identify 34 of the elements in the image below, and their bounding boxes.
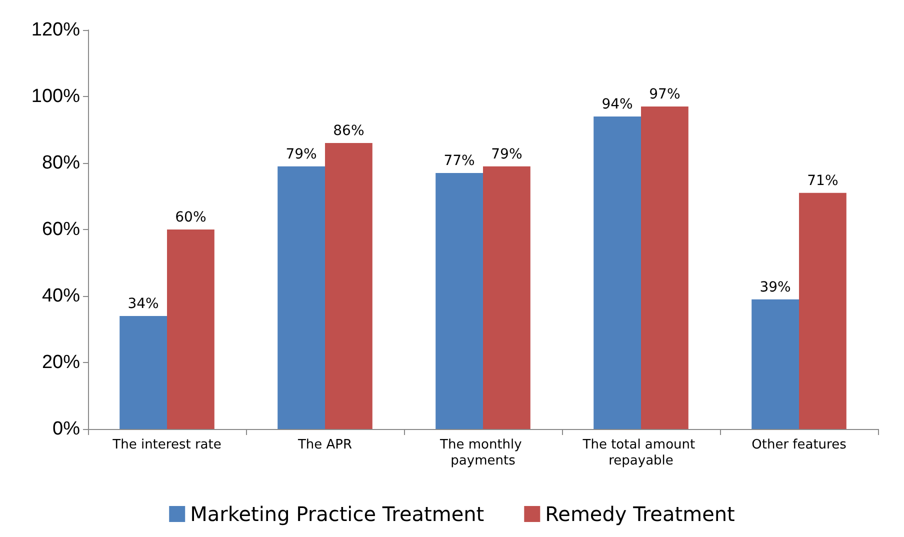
data-label: 79% bbox=[491, 146, 522, 162]
bar bbox=[120, 316, 167, 429]
data-label: 71% bbox=[807, 172, 838, 189]
x-tick-label: The interest rate bbox=[112, 438, 222, 452]
data-label: 94% bbox=[602, 96, 633, 112]
bar bbox=[278, 166, 325, 429]
bar bbox=[167, 230, 214, 429]
legend-label: Remedy Treatment bbox=[545, 502, 736, 526]
legend-label: Marketing Practice Treatment bbox=[190, 502, 484, 526]
bar bbox=[594, 116, 641, 429]
y-tick-label: 20% bbox=[42, 352, 80, 373]
x-tick-label: The APR bbox=[296, 438, 352, 452]
x-tick-label: Other features bbox=[752, 438, 847, 452]
y-tick-label: 100% bbox=[31, 86, 80, 107]
x-tick-label: The monthly payments bbox=[439, 438, 526, 468]
bar bbox=[325, 143, 372, 429]
y-tick-label: 40% bbox=[42, 286, 80, 306]
bar bbox=[641, 106, 688, 429]
data-label: 79% bbox=[286, 146, 317, 162]
data-label: 86% bbox=[333, 123, 364, 140]
x-tick-label: The total amount repayable bbox=[582, 438, 700, 468]
y-tick-label: 80% bbox=[42, 152, 80, 174]
bar bbox=[436, 172, 483, 429]
data-label: 60% bbox=[175, 210, 206, 226]
bar bbox=[752, 299, 799, 429]
data-label: 77% bbox=[444, 152, 475, 169]
y-tick-label: 0% bbox=[52, 418, 80, 440]
data-label: 97% bbox=[649, 86, 680, 102]
bar bbox=[483, 166, 530, 429]
data-label: 39% bbox=[760, 279, 791, 296]
y-tick-label: 120% bbox=[31, 20, 80, 40]
data-label: 34% bbox=[128, 296, 159, 312]
y-tick-label: 60% bbox=[42, 219, 80, 240]
bar bbox=[799, 192, 846, 429]
